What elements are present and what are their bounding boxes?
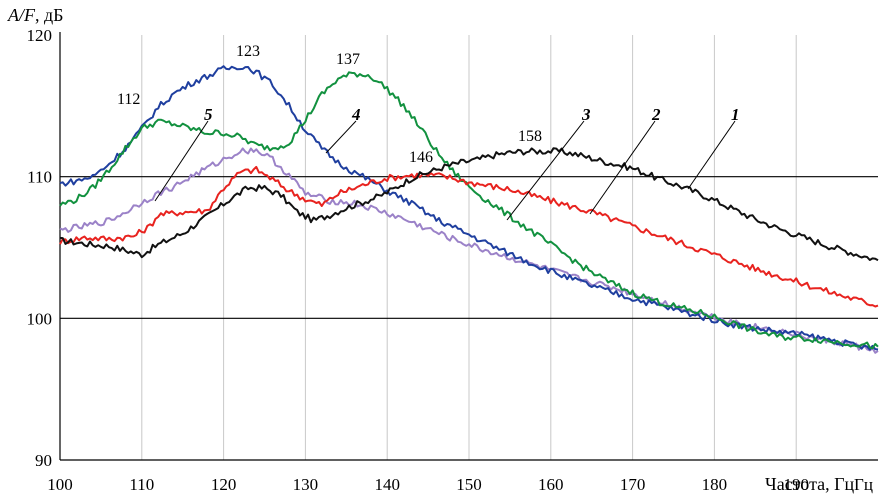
y-tick-label-90: 90 — [35, 451, 52, 470]
tick-labels: 100 110 120 130 140 150 160 170 180 190 Гц 90 100 110… — [27, 26, 873, 494]
peak-label-158: 158 — [518, 128, 542, 145]
series-line-1 — [59, 147, 879, 262]
grid — [59, 32, 878, 461]
y-tick-label-120: 120 — [27, 26, 53, 45]
leader-line-4 — [325, 120, 357, 154]
peak-label-137: 137 — [336, 51, 360, 68]
leader-line-2 — [589, 120, 656, 215]
x-tick-label-120: 120 — [211, 475, 237, 494]
curve-label-4: 4 — [351, 105, 361, 124]
x-tick-label-100: 100 — [47, 475, 73, 494]
x-tick-label-190: 190 — [783, 475, 809, 494]
series-line-4 — [59, 65, 879, 351]
x-tick-label-110: 110 — [129, 475, 154, 494]
curve-label-1: 1 — [731, 105, 740, 124]
x-tick-label-Гц: Гц — [854, 475, 873, 494]
y-axis-title: A/F, дБ — [7, 5, 64, 25]
series-line-3 — [59, 71, 879, 350]
curve-label-3: 3 — [581, 105, 591, 124]
y-tick-label-110: 110 — [27, 168, 52, 187]
peak-label-123: 123 — [236, 43, 260, 60]
y-tick-label-100: 100 — [27, 309, 53, 328]
x-axis-title: Частота, Гц — [765, 474, 855, 494]
leader-line-1 — [687, 120, 736, 190]
peak-label-146: 146 — [409, 149, 433, 166]
x-tick-label-160: 160 — [538, 475, 564, 494]
leader-line-5 — [154, 120, 209, 202]
x-tick-label-180: 180 — [702, 475, 728, 494]
curve-label-5: 5 — [204, 105, 213, 124]
series-layer — [59, 65, 879, 354]
x-tick-label-140: 140 — [374, 475, 400, 494]
y-axis-title-var: A/F — [7, 5, 36, 25]
peak-label-112: 112 — [117, 91, 140, 108]
series-line-2 — [59, 165, 879, 308]
x-tick-label-130: 130 — [293, 475, 319, 494]
leader-line-3 — [506, 120, 585, 221]
x-tick-label-170: 170 — [620, 475, 646, 494]
y-axis-title-unit: , дБ — [35, 5, 64, 25]
curve-label-2: 2 — [651, 105, 661, 124]
x-tick-label-150: 150 — [456, 475, 482, 494]
